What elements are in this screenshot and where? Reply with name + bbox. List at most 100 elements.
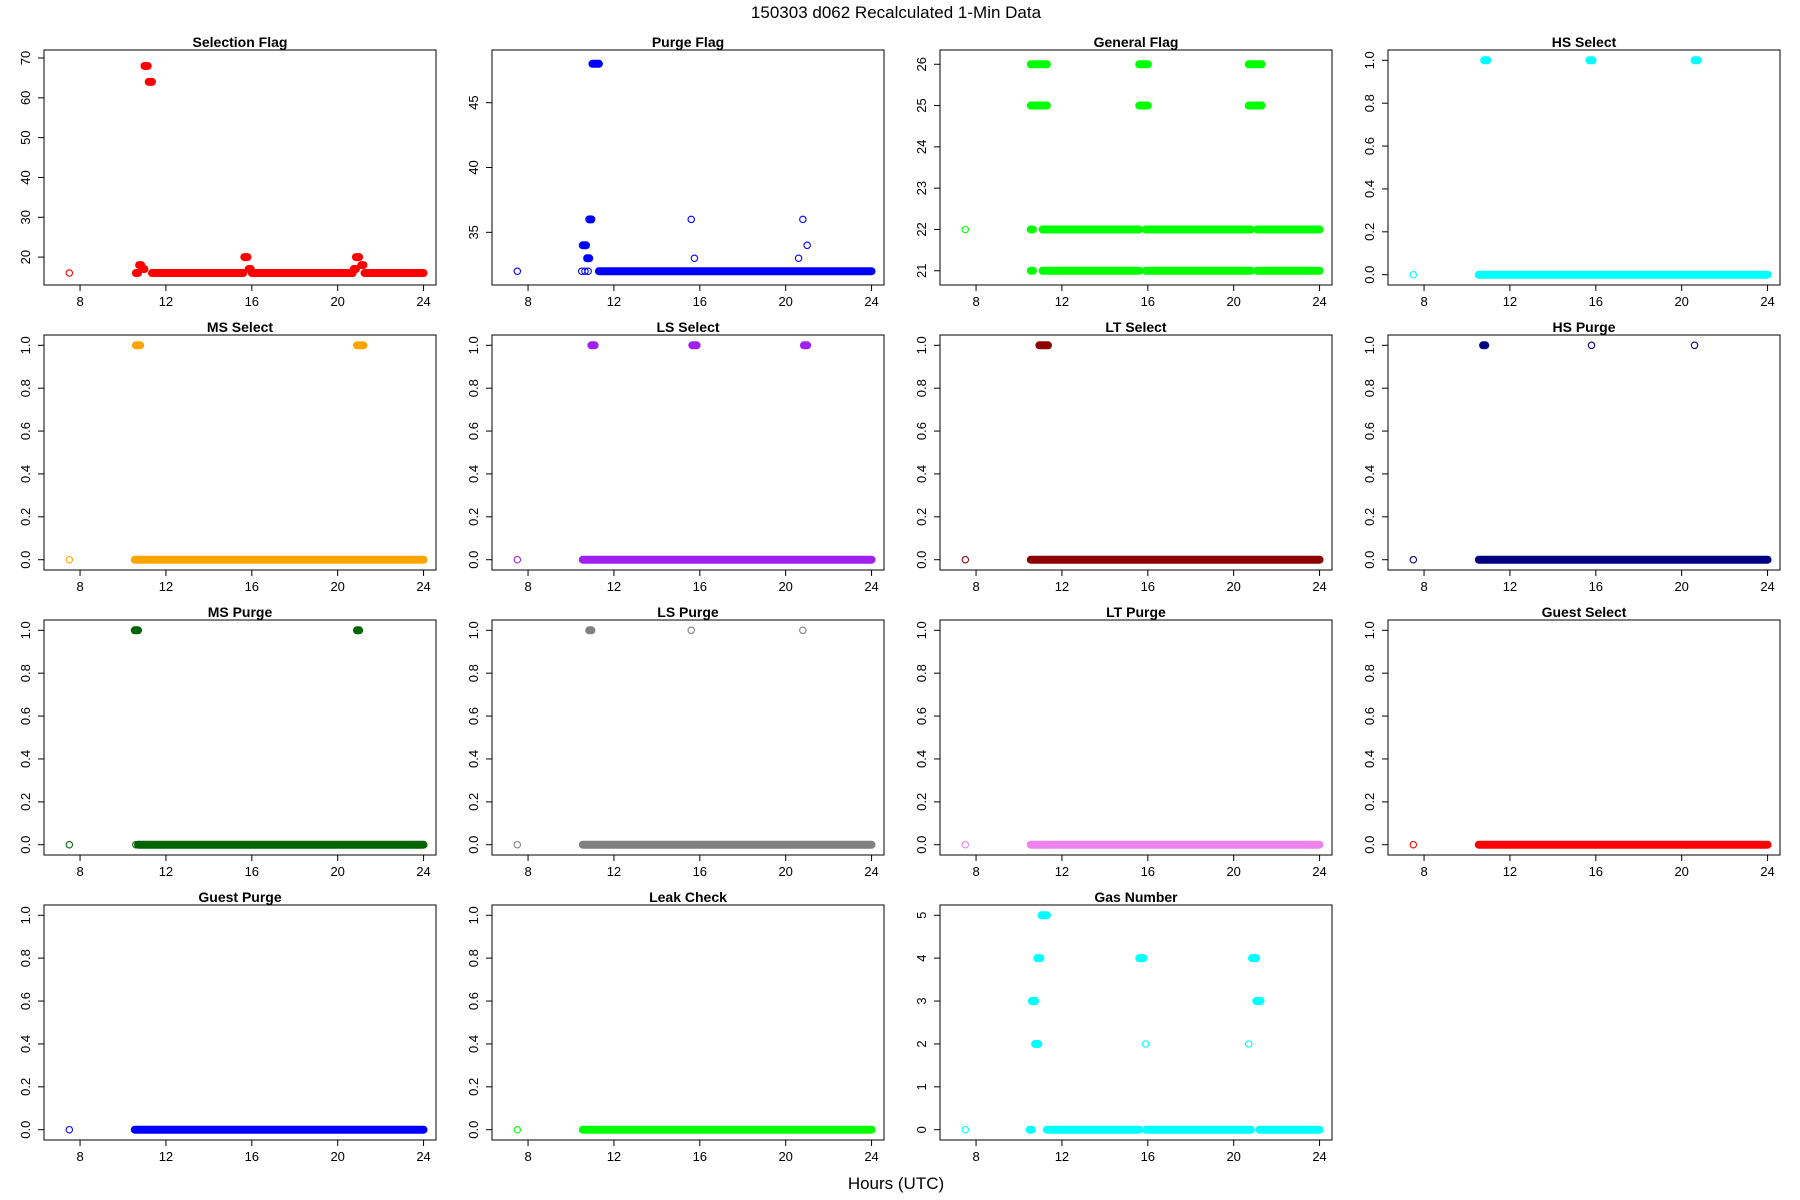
panel-11: Guest Select 8 12 16 20 24 0.0 0.2 0.4 0.6 0.8 1.0 bbox=[1362, 604, 1781, 879]
x-tick-label: 24 bbox=[1312, 579, 1326, 594]
panel-title: Guest Select bbox=[1542, 604, 1627, 620]
x-tick-label: 20 bbox=[330, 864, 344, 879]
y-tick-label: 0.2 bbox=[18, 793, 33, 811]
y-tick-label: 0.4 bbox=[1362, 750, 1377, 768]
panel-10: LT Purge 8 12 16 20 24 0.0 0.2 0.4 0.6 0.8 1.0 bbox=[914, 604, 1333, 879]
y-tick-label: 0.6 bbox=[466, 422, 481, 440]
data-point bbox=[1690, 341, 1699, 350]
series-marks bbox=[961, 911, 1324, 1134]
y-tick-label: 0.4 bbox=[18, 465, 33, 483]
x-tick-label: 24 bbox=[1760, 579, 1774, 594]
data-point bbox=[513, 1125, 522, 1134]
y-tick-label: 24 bbox=[914, 140, 929, 154]
panel-6: LT Select 8 12 16 20 24 0.0 0.2 0.4 0.6 0.8 1.0 bbox=[914, 319, 1333, 594]
x-tick-label: 20 bbox=[1674, 579, 1688, 594]
y-tick-label: 1.0 bbox=[914, 621, 929, 639]
panel-title: MS Purge bbox=[208, 604, 273, 620]
y-tick-label: 1.0 bbox=[18, 336, 33, 354]
panel-title: General Flag bbox=[1094, 34, 1179, 50]
y-tick-label: 0.0 bbox=[914, 836, 929, 854]
panel-9: LS Purge 8 12 16 20 24 0.0 0.2 0.4 0.6 0.8 1.0 bbox=[466, 604, 885, 879]
x-tick-label: 24 bbox=[864, 1149, 878, 1164]
y-tick-label: 0.0 bbox=[466, 1121, 481, 1139]
x-tick-label: 12 bbox=[607, 294, 621, 309]
y-tick-label: 0.0 bbox=[1362, 551, 1377, 569]
plot-frame bbox=[43, 619, 437, 856]
plot-frame bbox=[939, 334, 1333, 571]
data-point bbox=[1587, 341, 1596, 350]
x-tick-label: 8 bbox=[972, 294, 979, 309]
y-tick-label: 1.0 bbox=[1362, 621, 1377, 639]
series-marks bbox=[513, 341, 876, 564]
x-tick-label: 16 bbox=[693, 1149, 707, 1164]
plot-frame bbox=[43, 49, 437, 286]
y-tick-label: 0.4 bbox=[466, 1035, 481, 1053]
x-tick-label: 20 bbox=[1226, 1149, 1240, 1164]
plot-frame bbox=[491, 49, 885, 286]
data-point bbox=[65, 840, 74, 849]
x-tick-label: 20 bbox=[1674, 864, 1688, 879]
data-point bbox=[961, 225, 970, 234]
x-tick-label: 24 bbox=[416, 294, 430, 309]
panel-title: Selection Flag bbox=[193, 34, 288, 50]
y-tick-label: 0.6 bbox=[1362, 422, 1377, 440]
y-tick-label: 0.4 bbox=[1362, 180, 1377, 198]
plot-frame bbox=[491, 619, 885, 856]
series-marks bbox=[513, 626, 876, 849]
plot-frame bbox=[43, 334, 437, 571]
y-tick-label: 1.0 bbox=[1362, 336, 1377, 354]
plot-frame bbox=[1387, 334, 1781, 571]
panel-title: MS Select bbox=[207, 319, 273, 335]
panel-title: HS Select bbox=[1552, 34, 1617, 50]
x-tick-label: 20 bbox=[778, 1149, 792, 1164]
plot-frame bbox=[1387, 619, 1781, 856]
x-tick-label: 16 bbox=[693, 294, 707, 309]
series-marks bbox=[961, 840, 1324, 849]
y-tick-label: 0.4 bbox=[914, 750, 929, 768]
y-tick-label: 20 bbox=[18, 250, 33, 264]
panel-title: HS Purge bbox=[1552, 319, 1615, 335]
y-tick-label: 0.8 bbox=[914, 664, 929, 682]
x-tick-label: 12 bbox=[1503, 294, 1517, 309]
data-point bbox=[803, 241, 811, 250]
x-tick-label: 8 bbox=[1420, 864, 1427, 879]
plot-frame bbox=[1387, 49, 1781, 286]
x-tick-label: 24 bbox=[864, 294, 878, 309]
x-tick-label: 16 bbox=[1589, 294, 1603, 309]
data-point bbox=[581, 267, 589, 275]
x-tick-label: 16 bbox=[245, 579, 259, 594]
panel-13: Leak Check 8 12 16 20 24 0.0 0.2 0.4 0.6 0.8 1.0 bbox=[466, 889, 885, 1164]
x-tick-label: 8 bbox=[972, 864, 979, 879]
x-tick-label: 24 bbox=[1760, 864, 1774, 879]
y-tick-label: 25 bbox=[914, 98, 929, 112]
panel-title: LT Select bbox=[1105, 319, 1167, 335]
y-tick-label: 0.0 bbox=[18, 1121, 33, 1139]
y-tick-label: 0.0 bbox=[18, 836, 33, 854]
x-tick-label: 12 bbox=[1055, 294, 1069, 309]
y-tick-label: 0.0 bbox=[1362, 836, 1377, 854]
plot-frame bbox=[939, 904, 1333, 1141]
x-tick-label: 24 bbox=[1312, 1149, 1326, 1164]
plot-frame bbox=[43, 904, 437, 1141]
x-tick-label: 20 bbox=[1226, 864, 1240, 879]
y-tick-label: 0.4 bbox=[1362, 465, 1377, 483]
y-tick-label: 1.0 bbox=[18, 621, 33, 639]
y-tick-label: 0.4 bbox=[18, 1035, 33, 1053]
y-tick-label: 0.6 bbox=[914, 422, 929, 440]
y-tick-label: 22 bbox=[914, 222, 929, 236]
x-tick-label: 24 bbox=[1760, 294, 1774, 309]
panel-4: MS Select 8 12 16 20 24 0.0 0.2 0.4 0.6 0.8 1.0 bbox=[18, 319, 437, 594]
data-point bbox=[961, 840, 970, 849]
data-point bbox=[961, 555, 970, 564]
panel-title: Gas Number bbox=[1094, 889, 1178, 905]
y-tick-label: 0 bbox=[914, 1126, 929, 1133]
x-tick-label: 20 bbox=[778, 864, 792, 879]
series-marks bbox=[961, 60, 1324, 275]
panel-12: Guest Purge 8 12 16 20 24 0.0 0.2 0.4 0.6 0.8 1.0 bbox=[18, 889, 437, 1164]
data-point bbox=[687, 215, 695, 224]
x-tick-label: 8 bbox=[524, 864, 531, 879]
data-point bbox=[687, 626, 695, 635]
y-tick-label: 50 bbox=[18, 130, 33, 144]
